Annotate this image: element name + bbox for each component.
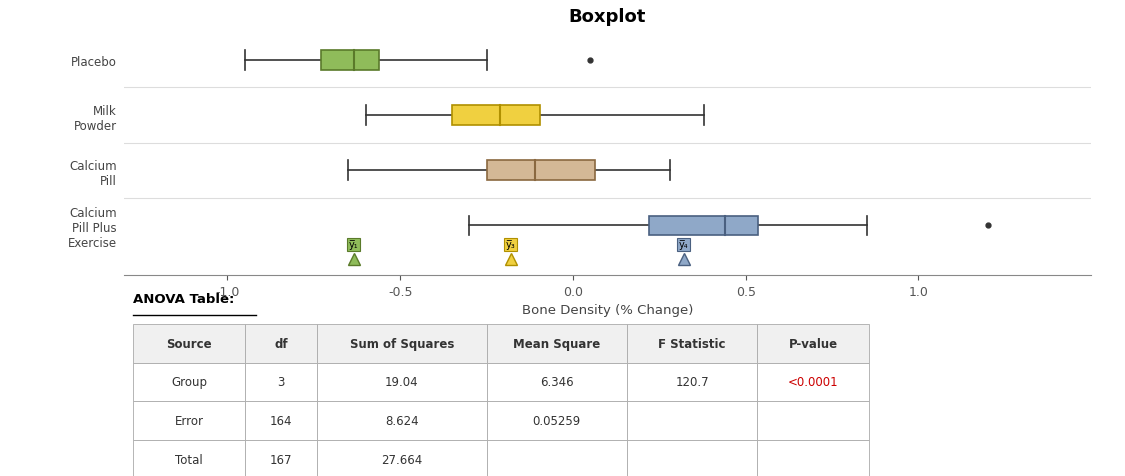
FancyBboxPatch shape [134,440,245,476]
FancyBboxPatch shape [486,401,627,440]
FancyBboxPatch shape [757,363,868,401]
Text: 8.624: 8.624 [385,414,418,427]
FancyBboxPatch shape [452,106,540,125]
FancyBboxPatch shape [627,363,757,401]
X-axis label: Bone Density (% Change): Bone Density (% Change) [522,303,693,317]
FancyBboxPatch shape [627,440,757,476]
Text: 19.04: 19.04 [385,376,418,388]
Text: 120.7: 120.7 [675,376,709,388]
FancyBboxPatch shape [317,324,486,363]
Text: Source: Source [166,337,212,350]
FancyBboxPatch shape [757,440,868,476]
Text: 0.05259: 0.05259 [532,414,580,427]
FancyBboxPatch shape [486,324,627,363]
Text: 27.664: 27.664 [381,453,423,466]
Text: y̅₁: y̅₁ [349,240,359,250]
Text: 6.346: 6.346 [540,376,574,388]
Text: ANOVA Table:: ANOVA Table: [134,292,235,305]
Text: Mean Square: Mean Square [513,337,601,350]
FancyBboxPatch shape [134,401,245,440]
Text: 167: 167 [270,453,292,466]
FancyBboxPatch shape [317,401,486,440]
Text: y̅₄: y̅₄ [678,240,688,250]
FancyBboxPatch shape [317,363,486,401]
FancyBboxPatch shape [245,363,317,401]
FancyBboxPatch shape [757,324,868,363]
FancyBboxPatch shape [627,401,757,440]
FancyBboxPatch shape [245,401,317,440]
Title: Boxplot: Boxplot [569,8,646,26]
FancyBboxPatch shape [134,324,245,363]
Text: F Statistic: F Statistic [658,337,726,350]
Text: P-value: P-value [789,337,838,350]
Text: Group: Group [171,376,207,388]
FancyBboxPatch shape [649,216,758,235]
Text: 3: 3 [277,376,285,388]
FancyBboxPatch shape [627,324,757,363]
Text: df: df [274,337,288,350]
Text: 164: 164 [270,414,292,427]
Text: <0.0001: <0.0001 [788,376,838,388]
FancyBboxPatch shape [245,324,317,363]
Text: Error: Error [174,414,204,427]
FancyBboxPatch shape [486,363,627,401]
Text: Total: Total [176,453,202,466]
Text: Sum of Squares: Sum of Squares [350,337,454,350]
FancyBboxPatch shape [245,440,317,476]
FancyBboxPatch shape [486,440,627,476]
FancyBboxPatch shape [487,161,595,180]
FancyBboxPatch shape [757,401,868,440]
FancyBboxPatch shape [317,440,486,476]
Text: y̅₃: y̅₃ [506,240,515,250]
FancyBboxPatch shape [321,51,379,70]
FancyBboxPatch shape [134,363,245,401]
